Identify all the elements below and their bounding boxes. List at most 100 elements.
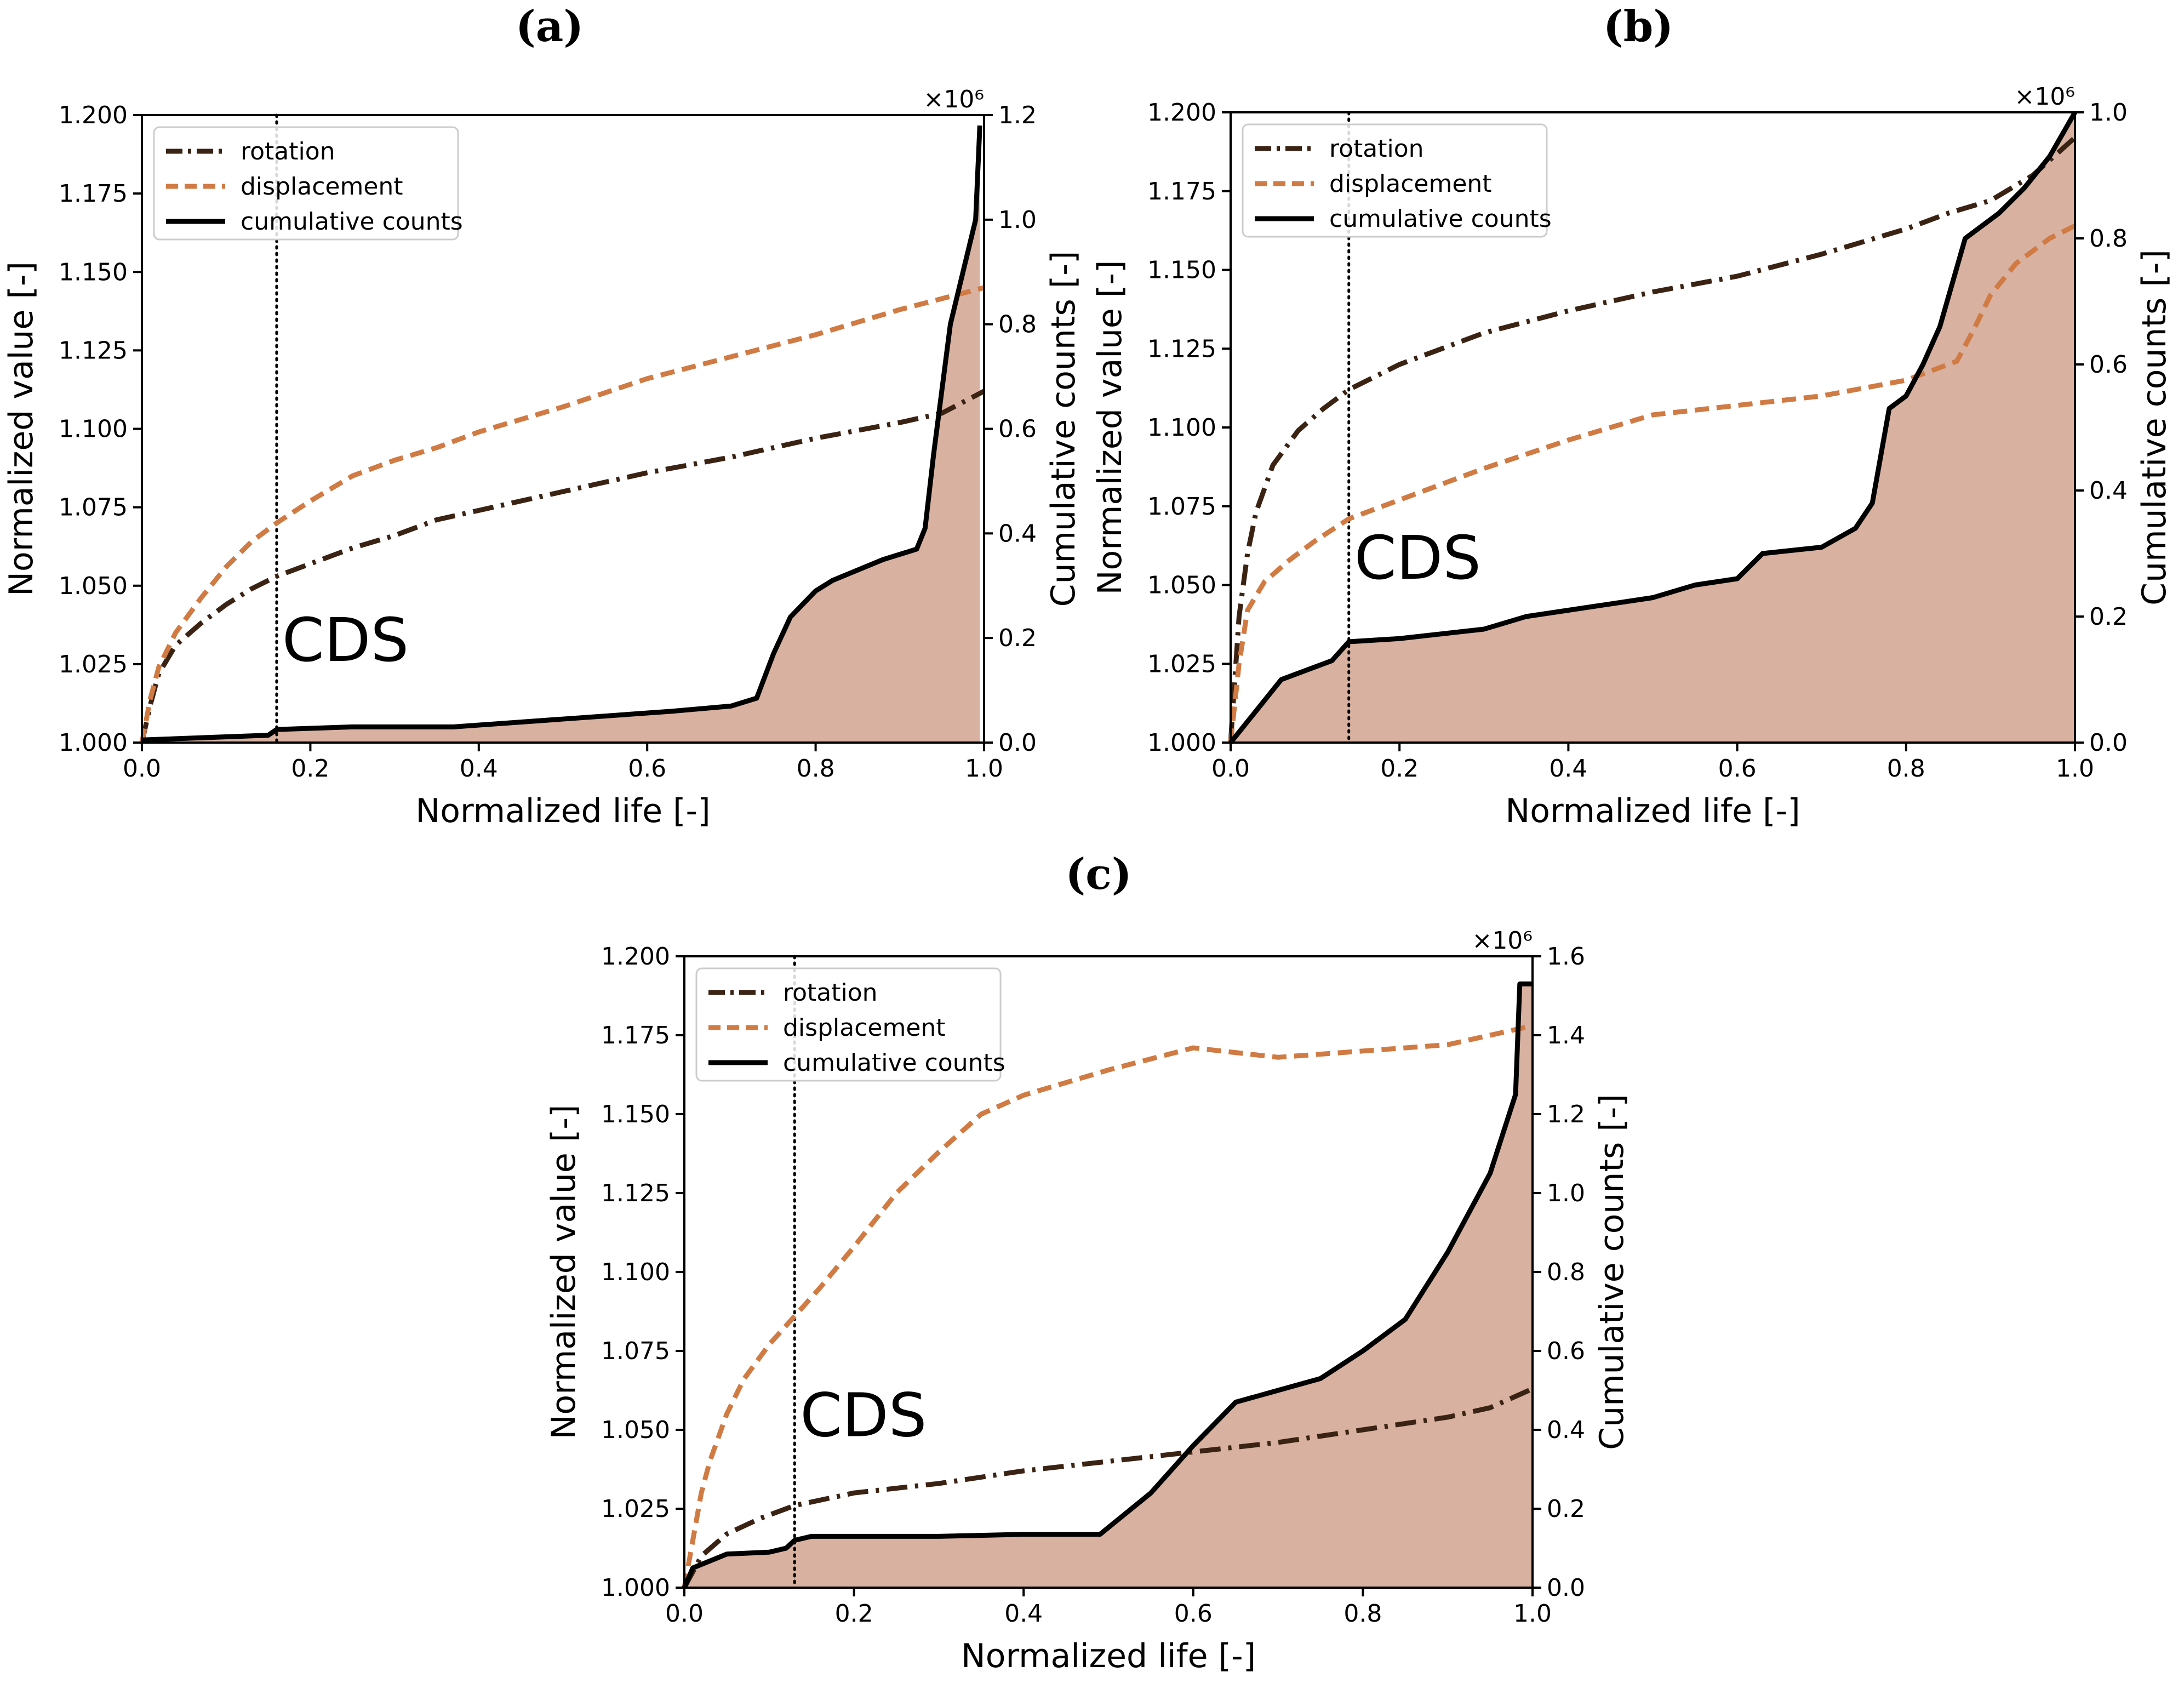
x-axis-label: Normalized life [-] [415,792,710,830]
y-tick-label: 1.025 [601,1495,670,1523]
y2-tick-label: 1.0 [1547,1179,1585,1207]
y2-tick-label: 0.6 [2089,351,2128,379]
series-line-rotation [1228,135,2077,743]
x-tick-label: 0.0 [665,1600,704,1628]
x-tick-label: 0.0 [1211,755,1250,783]
y2-tick-label: 1.2 [1547,1100,1585,1128]
y-tick-label: 1.100 [601,1258,670,1286]
y2-tick-label: 1.0 [2089,99,2128,127]
y2-multiplier: ×10⁶ [2015,83,2076,111]
y2-tick-label: 1.2 [998,101,1037,129]
y2-tick-label: 0.8 [998,311,1037,339]
x-tick-label: 1.0 [965,755,1003,783]
y-tick-label: 1.175 [601,1022,670,1049]
legend-label: displacement [1329,170,1492,198]
y2-tick-label: 0.2 [2089,603,2128,631]
legend-label: cumulative counts [1329,205,1552,233]
y-tick-label: 1.050 [601,1416,670,1444]
legend-label: cumulative counts [241,208,463,236]
x-axis-label: Normalized life [-] [1505,792,1800,830]
y2-tick-label: 0.4 [2089,477,2128,505]
y-tick-label: 1.075 [601,1337,670,1365]
legend-box [695,967,1002,1082]
y2-axis-label: Cumulative counts [-] [1593,1094,1631,1450]
y-tick-label: 1.175 [1147,178,1216,206]
cumulative-counts-area [1231,112,2075,743]
y-tick-label: 1.000 [601,1574,670,1602]
y2-tick-label: 0.0 [1547,1574,1585,1602]
y2-tick-label: 0.0 [2089,729,2128,757]
y-tick-label: 1.025 [59,651,128,678]
legend-box [1242,123,1548,238]
series-line-rotation [682,1387,1534,1589]
y2-tick-label: 0.0 [998,729,1037,757]
series-line-rotation [139,389,986,743]
y2-axis-label: Cumulative counts [-] [2135,249,2174,606]
y2-multiplier: ×10⁶ [924,85,985,113]
y-tick-label: 1.050 [59,572,128,600]
cds-label: CDS [800,1380,927,1451]
y2-tick-label: 0.4 [1547,1416,1585,1444]
series-line-cumulative-counts [141,125,982,743]
y-tick-label: 1.200 [59,101,128,129]
y-tick-label: 1.050 [1147,572,1216,600]
y-tick-label: 1.000 [59,729,128,757]
x-tick-label: 0.6 [628,755,666,783]
series-line-cumulative-counts [682,981,1533,1589]
y2-tick-label: 0.6 [998,415,1037,443]
panel-label: (c) [1065,849,1131,899]
series-line-displacement [1228,223,2077,743]
x-tick-label: 1.0 [2056,755,2094,783]
x-tick-label: 1.0 [1513,1600,1552,1628]
y2-tick-label: 1.4 [1547,1022,1585,1049]
y-tick-label: 1.150 [59,258,128,286]
x-tick-label: 0.6 [1718,755,1757,783]
legend-box [153,126,459,241]
panel-label: (a) [516,2,584,52]
y2-tick-label: 0.6 [1547,1337,1585,1365]
y-axis-label: Normalized value [-] [2,261,41,596]
y2-axis-label: Cumulative counts [-] [1044,251,1083,607]
x-tick-label: 0.4 [460,755,498,783]
x-tick-label: 0.8 [1343,1600,1382,1628]
y-tick-label: 1.125 [601,1179,670,1207]
y2-tick-label: 0.8 [2089,225,2128,253]
y-tick-label: 1.025 [1147,650,1216,678]
chart-panel-c: (c) CDS 0.0 0.2 0.4 0.6 0.8 1.0 1.000 1.025 1.050 1… [545,849,1631,1675]
cds-label: CDS [282,605,409,675]
y-tick-label: 1.125 [1147,335,1216,363]
cds-label: CDS [1354,523,1481,593]
y-tick-label: 1.125 [59,336,128,364]
y-axis-label: Normalized value [-] [545,1105,583,1440]
legend-label: rotation [783,979,878,1007]
y2-tick-label: 0.2 [998,624,1037,652]
y-tick-label: 1.200 [1147,99,1216,127]
y2-tick-label: 0.8 [1547,1258,1585,1286]
y2-tick-label: 0.2 [1547,1495,1585,1523]
legend-label: cumulative counts [783,1049,1005,1077]
x-tick-label: 0.6 [1174,1600,1213,1628]
cumulative-counts-area [142,125,980,743]
series-line-displacement [139,285,985,743]
x-tick-label: 0.2 [835,1600,873,1628]
y-tick-label: 1.200 [601,943,670,971]
legend-label: rotation [241,138,335,166]
x-axis-label: Normalized life [-] [961,1637,1256,1675]
x-tick-label: 0.2 [291,755,329,783]
chart-panel-a: (a) CDS 0.0 0.2 0.4 0.6 0.8 1.0 1.000 1.025 1.050 1… [2,2,1083,830]
y-tick-label: 1.075 [59,494,128,522]
legend-label: displacement [783,1014,946,1042]
legend-label: rotation [1329,135,1424,163]
panel-label: (b) [1603,2,1673,52]
y-tick-label: 1.175 [59,180,128,208]
chart-panel-b: (b) CDS 0.0 0.2 0.4 0.6 0.8 1.0 1.000 1.025 1.050 1… [1091,2,2174,830]
series-line-cumulative-counts [1228,111,2077,744]
y-tick-label: 1.075 [1147,493,1216,521]
y2-tick-label: 1.6 [1547,943,1585,971]
legend-label: displacement [241,173,403,201]
x-tick-label: 0.0 [123,755,161,783]
y2-multiplier: ×10⁶ [1472,927,1533,955]
y-axis-label: Normalized value [-] [1091,260,1129,595]
x-tick-label: 0.8 [797,755,835,783]
